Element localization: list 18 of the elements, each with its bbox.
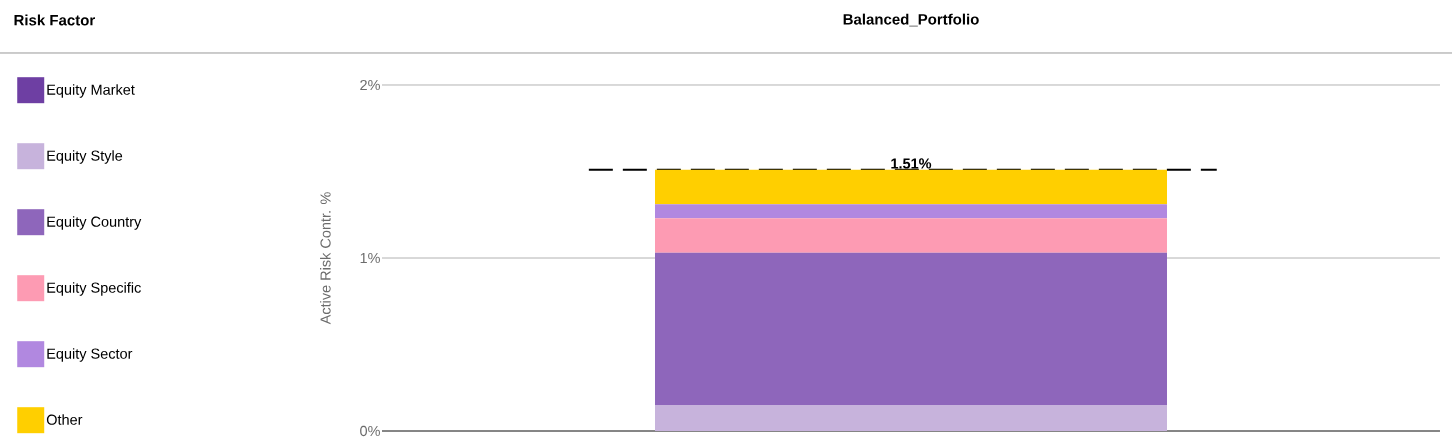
legend-label: Equity Sector [47, 348, 133, 362]
y-tick-label: 1% [360, 252, 380, 264]
bar [655, 204, 1167, 219]
legend-label: Equity Style [47, 150, 123, 164]
legend-label: Equity Country [47, 216, 142, 230]
bar [655, 405, 1167, 431]
bar [655, 218, 1167, 253]
bar [655, 169, 1167, 205]
y-axis-title: Active Risk Contr. % [320, 192, 331, 325]
legend-label: Equity Market [47, 84, 135, 98]
bar [655, 252, 1167, 406]
ref-line-label: 1.51% [891, 158, 932, 169]
y-tick-label: 0% [360, 425, 380, 437]
legend-title: Risk Factor [14, 14, 95, 26]
legend-label: Other [46, 414, 83, 425]
y-tick-label: 2% [360, 79, 380, 91]
legend-label: Equity Specific [47, 282, 141, 296]
chart-title: Balanced_Portfolio [843, 13, 979, 27]
